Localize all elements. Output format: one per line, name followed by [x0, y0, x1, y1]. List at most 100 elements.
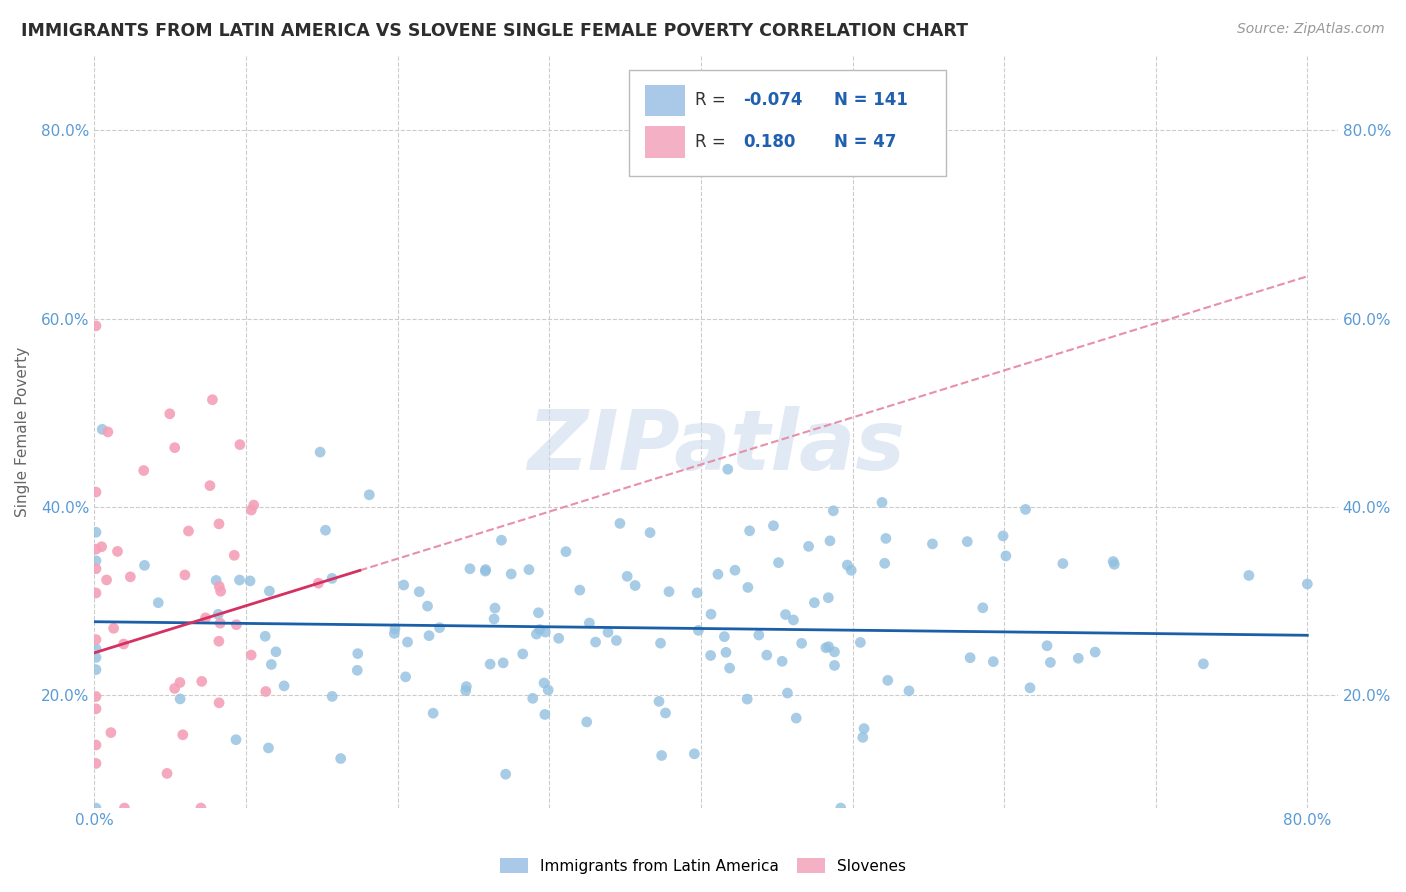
Point [429, 621, 451, 635]
Point [396, 635, 419, 649]
Point [492, 656, 515, 670]
Point [547, 632, 569, 646]
Point [981, 655, 1004, 669]
Point [120, 570, 142, 584]
Point [852, 731, 875, 745]
Point [458, 562, 481, 576]
Point [229, 437, 252, 451]
Point [568, 583, 591, 598]
Text: IMMIGRANTS FROM LATIN AMERICA VS SLOVENE SINGLE FEMALE POVERTY CORRELATION CHART: IMMIGRANTS FROM LATIN AMERICA VS SLOVENE… [21, 22, 969, 40]
Point [190, 674, 212, 689]
Point [209, 584, 232, 599]
Point [991, 529, 1014, 543]
Point [159, 407, 181, 421]
Point [718, 661, 741, 675]
Legend: Immigrants from Latin America, Slovenes: Immigrants from Latin America, Slovenes [494, 852, 912, 880]
Point [100, 725, 122, 739]
Point [876, 673, 898, 688]
Point [224, 549, 246, 563]
Point [148, 596, 170, 610]
Text: R =: R = [695, 133, 731, 151]
Point [456, 680, 478, 694]
Point [84, 542, 107, 557]
Point [575, 714, 598, 729]
Point [225, 617, 247, 632]
Point [790, 636, 813, 650]
Point [103, 621, 125, 635]
Point [384, 622, 406, 636]
Point [169, 692, 191, 706]
Point [555, 544, 578, 558]
Point [225, 732, 247, 747]
Point [84, 318, 107, 333]
Point [648, 694, 671, 708]
Point [717, 462, 740, 476]
Point [527, 606, 550, 620]
Point [484, 601, 506, 615]
Point [495, 767, 517, 781]
Point [699, 648, 721, 663]
Point [1036, 639, 1059, 653]
Point [454, 683, 477, 698]
Point [208, 516, 231, 531]
Point [616, 569, 638, 583]
Point [474, 564, 496, 578]
Point [169, 675, 191, 690]
Point [768, 556, 790, 570]
Point [1052, 557, 1074, 571]
Point [1102, 555, 1125, 569]
Point [683, 747, 706, 761]
Point [823, 504, 845, 518]
Point [522, 691, 544, 706]
Point [824, 658, 846, 673]
Point [755, 648, 778, 662]
Point [517, 563, 540, 577]
Point [724, 563, 747, 577]
Point [84, 738, 107, 752]
Point [84, 586, 107, 600]
Point [897, 683, 920, 698]
Point [738, 524, 761, 538]
Point [84, 641, 107, 656]
Point [90, 540, 112, 554]
Point [194, 611, 217, 625]
Point [534, 625, 557, 640]
Point [209, 616, 232, 631]
Point [512, 647, 534, 661]
Point [737, 581, 759, 595]
Point [875, 532, 897, 546]
Point [260, 657, 283, 672]
Point [803, 596, 825, 610]
Point [422, 706, 444, 721]
Point [132, 463, 155, 477]
Point [254, 629, 277, 643]
Point [830, 801, 852, 815]
Point [198, 478, 221, 492]
Point [491, 533, 513, 548]
Point [201, 392, 224, 407]
Point [1237, 568, 1260, 582]
Point [273, 679, 295, 693]
Point [346, 663, 368, 677]
Point [1084, 645, 1107, 659]
Point [956, 534, 979, 549]
Point [84, 650, 107, 665]
Point [853, 722, 876, 736]
Point [578, 615, 600, 630]
Text: 0.180: 0.180 [744, 133, 796, 151]
Point [474, 563, 496, 577]
Point [873, 557, 896, 571]
Point [654, 706, 676, 720]
Point [482, 612, 505, 626]
Point [208, 579, 231, 593]
FancyBboxPatch shape [628, 70, 946, 176]
Point [972, 600, 994, 615]
FancyBboxPatch shape [645, 85, 685, 116]
Point [207, 607, 229, 622]
Point [346, 647, 368, 661]
Point [84, 632, 107, 647]
Point [748, 628, 770, 642]
Point [700, 607, 723, 622]
Y-axis label: Single Female Poverty: Single Female Poverty [15, 346, 30, 516]
Point [240, 648, 263, 662]
